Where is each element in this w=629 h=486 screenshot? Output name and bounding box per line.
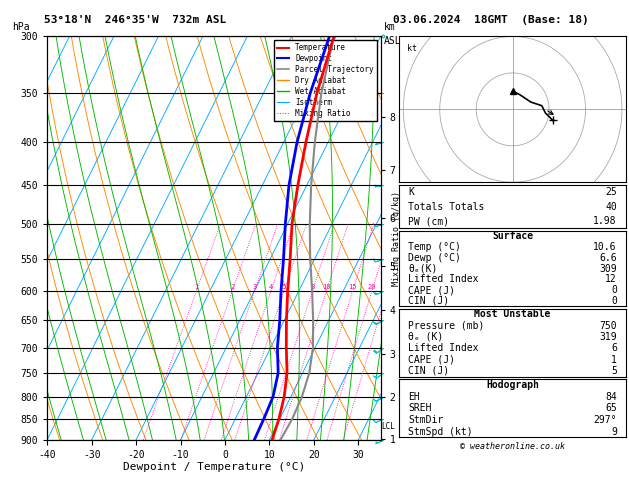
Text: Temp (°C): Temp (°C) xyxy=(408,242,461,252)
Text: kt: kt xyxy=(407,44,417,53)
Text: Mixing Ratio (g/kg): Mixing Ratio (g/kg) xyxy=(392,191,401,286)
Text: 84: 84 xyxy=(605,392,617,401)
Legend: Temperature, Dewpoint, Parcel Trajectory, Dry Adiabat, Wet Adiabat, Isotherm, Mi: Temperature, Dewpoint, Parcel Trajectory… xyxy=(274,40,377,121)
Text: CIN (J): CIN (J) xyxy=(408,366,450,376)
Text: Lifted Index: Lifted Index xyxy=(408,274,479,284)
Text: 6.6: 6.6 xyxy=(599,253,617,263)
Text: 309: 309 xyxy=(599,263,617,274)
Text: 20: 20 xyxy=(367,284,376,290)
Text: 65: 65 xyxy=(605,403,617,413)
Text: 40: 40 xyxy=(605,202,617,211)
Text: StmSpd (kt): StmSpd (kt) xyxy=(408,427,473,436)
Text: ASL: ASL xyxy=(384,36,401,47)
Text: SREH: SREH xyxy=(408,403,432,413)
Text: CAPE (J): CAPE (J) xyxy=(408,285,455,295)
Text: Surface: Surface xyxy=(492,231,533,241)
Text: 4: 4 xyxy=(269,284,273,290)
Text: 10: 10 xyxy=(322,284,331,290)
Text: PW (cm): PW (cm) xyxy=(408,216,450,226)
Text: © weatheronline.co.uk: © weatheronline.co.uk xyxy=(460,442,565,451)
Text: Dewp (°C): Dewp (°C) xyxy=(408,253,461,263)
Text: 5: 5 xyxy=(282,284,286,290)
Text: 8: 8 xyxy=(310,284,314,290)
Text: 03.06.2024  18GMT  (Base: 18): 03.06.2024 18GMT (Base: 18) xyxy=(393,15,589,25)
Text: 9: 9 xyxy=(611,427,617,436)
Text: 0: 0 xyxy=(611,285,617,295)
Text: K: K xyxy=(408,187,415,197)
Text: 5: 5 xyxy=(611,366,617,376)
Text: 6: 6 xyxy=(611,343,617,353)
Text: θₑ(K): θₑ(K) xyxy=(408,263,438,274)
Text: hPa: hPa xyxy=(13,21,30,32)
Text: 53°18'N  246°35'W  732m ASL: 53°18'N 246°35'W 732m ASL xyxy=(44,15,226,25)
Text: 0: 0 xyxy=(611,296,617,306)
Text: 1: 1 xyxy=(611,355,617,364)
Text: 3: 3 xyxy=(252,284,257,290)
Text: Totals Totals: Totals Totals xyxy=(408,202,485,211)
Text: EH: EH xyxy=(408,392,420,401)
Text: Most Unstable: Most Unstable xyxy=(474,309,551,319)
Text: Hodograph: Hodograph xyxy=(486,380,539,390)
X-axis label: Dewpoint / Temperature (°C): Dewpoint / Temperature (°C) xyxy=(123,462,305,472)
Text: 319: 319 xyxy=(599,332,617,342)
Text: Lifted Index: Lifted Index xyxy=(408,343,479,353)
Text: θₑ (K): θₑ (K) xyxy=(408,332,443,342)
Text: 750: 750 xyxy=(599,321,617,330)
Text: CIN (J): CIN (J) xyxy=(408,296,450,306)
Text: 297°: 297° xyxy=(593,415,617,425)
Text: CAPE (J): CAPE (J) xyxy=(408,355,455,364)
Text: Pressure (mb): Pressure (mb) xyxy=(408,321,485,330)
Text: StmDir: StmDir xyxy=(408,415,443,425)
Text: 12: 12 xyxy=(605,274,617,284)
Text: LCL: LCL xyxy=(381,422,395,431)
Text: 1.98: 1.98 xyxy=(593,216,617,226)
Text: 25: 25 xyxy=(605,187,617,197)
Text: km: km xyxy=(384,21,396,32)
Text: 10.6: 10.6 xyxy=(593,242,617,252)
Text: 2: 2 xyxy=(230,284,235,290)
Text: 25: 25 xyxy=(383,284,391,290)
Text: 1: 1 xyxy=(194,284,198,290)
Text: 15: 15 xyxy=(348,284,357,290)
